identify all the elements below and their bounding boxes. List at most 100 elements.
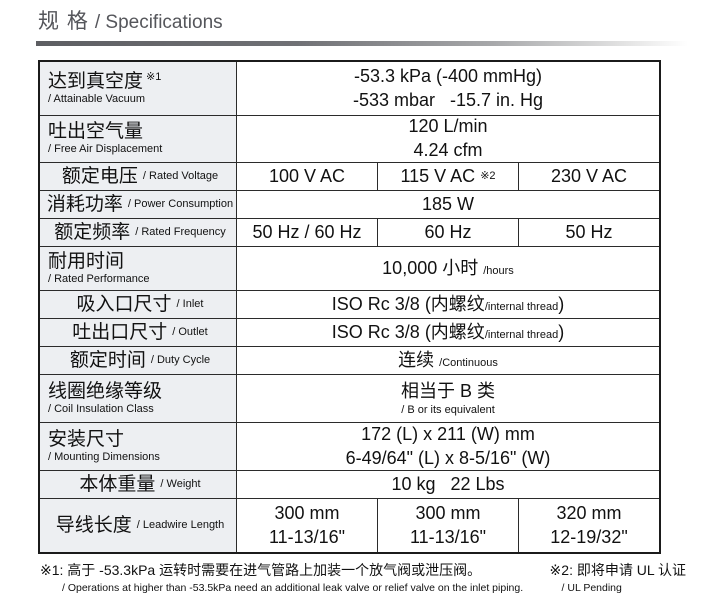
row-label-free-air-displacement: 吐出空气量 / Free Air Displacement	[40, 116, 237, 162]
label-en: / Rated Frequency	[135, 225, 226, 238]
row-label-attainable-vacuum: 达到真空度 ※1 / Attainable Vacuum	[40, 62, 237, 115]
value-text-tail: )	[558, 293, 565, 314]
spec-row-free-air-displacement: 吐出空气量 / Free Air Displacement 120 L/min …	[40, 116, 659, 163]
label-en: / Leadwire Length	[136, 518, 225, 531]
value-mounting-dimensions: 172 (L) x 211 (W) mm 6-49/64" (L) x 8-5/…	[237, 423, 659, 470]
value-frequency-2: 60 Hz	[377, 219, 518, 246]
label-zh: 额定频率	[54, 221, 131, 243]
value-frequency-3: 50 Hz	[518, 219, 659, 246]
spec-row-mounting-dimensions: 安装尺寸 / Mounting Dimensions 172 (L) x 211…	[40, 423, 659, 471]
value-rated-performance: 10,000 小时 /hours	[237, 247, 659, 290]
value-weight: 10 kg 22 Lbs	[237, 471, 659, 498]
value-text: -53.3 kPa (-400 mmHg) -533 mbar -15.7 in…	[352, 65, 544, 110]
specifications-table: 达到真空度 ※1 / Attainable Vacuum -53.3 kPa (-…	[38, 60, 661, 554]
label-en: / Power Consumption	[127, 197, 234, 210]
row-label-power-consumption: 消耗功率 / Power Consumption	[40, 191, 237, 218]
label-zh: 安装尺寸	[48, 428, 125, 450]
row-label-outlet: 吐出口尺寸 / Outlet	[40, 319, 237, 346]
label-en: / Coil Insulation Class	[48, 402, 154, 415]
label-en: / Attainable Vacuum	[48, 92, 146, 105]
value-text-small: /hours	[483, 264, 514, 277]
spec-row-duty-cycle: 额定时间 / Duty Cycle 连续 /Continuous	[40, 347, 659, 375]
footnote-1: ※1: 高于 -53.3kPa 运转时需要在进气管路上加装一个放气阀或泄压阀。 …	[40, 562, 523, 595]
row-label-rated-performance: 耐用时间 / Rated Performance	[40, 247, 237, 290]
page-title: 规 格 / Specifications	[38, 5, 714, 35]
label-en: / Outlet	[172, 325, 208, 338]
label-zh: 导线长度	[55, 514, 132, 536]
label-zh: 吸入口尺寸	[76, 293, 172, 315]
value-leadwire-3: 320 mm 12-19/32"	[518, 499, 659, 552]
value-text: 120 L/min 4.24 cfm	[408, 116, 488, 160]
value-text: 300 mm 11-13/16"	[268, 502, 346, 547]
row-label-leadwire-length: 导线长度 / Leadwire Length	[40, 499, 237, 552]
value-text-small: / B or its equivalent	[401, 404, 495, 417]
title-gradient-rule	[36, 41, 688, 46]
value-text: 100 V AC	[268, 165, 346, 186]
row-label-inlet: 吸入口尺寸 / Inlet	[40, 291, 237, 318]
label-zh: 吐出空气量	[48, 121, 144, 143]
spec-row-weight: 本体重量 / Weight 10 kg 22 Lbs	[40, 471, 659, 499]
footnotes: ※1: 高于 -53.3kPa 运转时需要在进气管路上加装一个放气阀或泄压阀。 …	[40, 562, 686, 595]
value-text-small: /Continuous	[439, 356, 498, 369]
footnote-2-zh: ※2: 即将申请 UL 认证	[549, 562, 686, 578]
label-zh: 消耗功率	[46, 193, 123, 215]
page-title-zh: 规 格	[38, 10, 89, 33]
label-en: / Mounting Dimensions	[48, 450, 160, 463]
spec-row-inlet: 吸入口尺寸 / Inlet ISO Rc 3/8 (内螺纹/internal t…	[40, 291, 659, 319]
value-outlet: ISO Rc 3/8 (内螺纹/internal thread)	[237, 319, 659, 346]
label-zh: 额定时间	[69, 349, 146, 371]
row-label-mounting-dimensions: 安装尺寸 / Mounting Dimensions	[40, 423, 237, 470]
value-text: 230 V AC	[550, 165, 628, 186]
value-text: 10,000 小时	[382, 257, 484, 278]
label-en: / Rated Performance	[48, 272, 150, 285]
label-en: / Inlet	[176, 297, 204, 310]
value-text: ISO Rc 3/8 (内螺纹	[331, 293, 485, 314]
value-text-small: /internal thread	[484, 300, 559, 313]
value-text: 185 W	[421, 193, 475, 214]
value-text: 相当于 B 类	[400, 380, 495, 401]
value-voltage-230: 230 V AC	[518, 163, 659, 190]
value-power-consumption: 185 W	[237, 191, 659, 218]
value-frequency-1: 50 Hz / 60 Hz	[237, 219, 377, 246]
row-label-coil-insulation: 线圈绝缘等级 / Coil Insulation Class	[40, 375, 237, 422]
value-text: 300 mm 11-13/16"	[409, 502, 487, 547]
value-inlet: ISO Rc 3/8 (内螺纹/internal thread)	[237, 291, 659, 318]
spec-row-attainable-vacuum: 达到真空度 ※1 / Attainable Vacuum -53.3 kPa (-…	[40, 62, 659, 116]
footnote-1-en: / Operations at higher than -53.5kPa nee…	[62, 581, 524, 594]
spec-row-power-consumption: 消耗功率 / Power Consumption 185 W	[40, 191, 659, 219]
value-text: 50 Hz / 60 Hz	[252, 221, 362, 242]
footnote-2-en: / UL Pending	[561, 581, 622, 594]
value-duty-cycle: 连续 /Continuous	[237, 347, 659, 374]
value-leadwire-2: 300 mm 11-13/16"	[377, 499, 518, 552]
value-attainable-vacuum: -53.3 kPa (-400 mmHg) -533 mbar -15.7 in…	[237, 62, 659, 115]
footnote-2: ※2: 即将申请 UL 认证 / UL Pending	[550, 562, 686, 595]
label-en: / Free Air Displacement	[48, 143, 163, 156]
spec-row-leadwire-length: 导线长度 / Leadwire Length 300 mm 11-13/16" …	[40, 499, 659, 552]
row-label-weight: 本体重量 / Weight	[40, 471, 237, 498]
label-zh: 耐用时间	[48, 250, 125, 272]
row-label-rated-frequency: 额定频率 / Rated Frequency	[40, 219, 237, 246]
value-free-air-displacement: 120 L/min 4.24 cfm	[237, 116, 659, 162]
page-title-en: / Specifications	[94, 12, 223, 33]
value-text: 115 V AC	[400, 165, 476, 186]
footnote-1-zh: ※1: 高于 -53.3kPa 运转时需要在进气管路上加装一个放气阀或泄压阀。	[40, 562, 482, 578]
value-text-small: /internal thread	[484, 328, 559, 341]
label-en: / Weight	[160, 477, 201, 490]
value-text: 172 (L) x 211 (W) mm 6-49/64" (L) x 8-5/…	[345, 423, 551, 468]
spec-row-rated-frequency: 额定频率 / Rated Frequency 50 Hz / 60 Hz 60 …	[40, 219, 659, 247]
row-label-duty-cycle: 额定时间 / Duty Cycle	[40, 347, 237, 374]
value-text: 连续	[398, 349, 440, 370]
value-text: 320 mm 12-19/32"	[550, 502, 628, 547]
label-en: / Rated Voltage	[142, 169, 219, 182]
label-zh: 额定电压	[61, 165, 138, 187]
value-text: 10 kg 22 Lbs	[391, 473, 505, 494]
value-text: ISO Rc 3/8 (内螺纹	[331, 321, 485, 342]
label-zh: 达到真空度	[48, 70, 144, 92]
value-leadwire-1: 300 mm 11-13/16"	[237, 499, 377, 552]
value-voltage-115: 115 V AC ※2	[377, 163, 518, 190]
spec-row-outlet: 吐出口尺寸 / Outlet ISO Rc 3/8 (内螺纹/internal …	[40, 319, 659, 347]
label-en: / Duty Cycle	[150, 353, 211, 366]
spec-row-rated-voltage: 额定电压 / Rated Voltage 100 V AC 115 V AC ※2…	[40, 163, 659, 191]
value-text: 50 Hz	[565, 221, 613, 242]
value-voltage-100: 100 V AC	[237, 163, 377, 190]
